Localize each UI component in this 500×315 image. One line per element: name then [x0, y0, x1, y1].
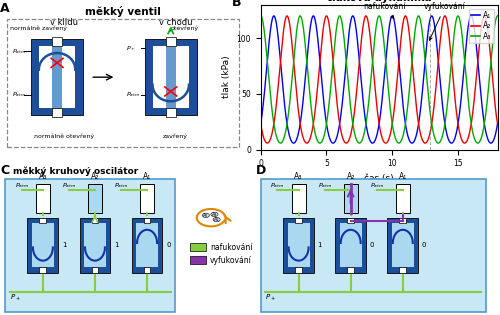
FancyBboxPatch shape [84, 223, 106, 267]
X-axis label: čas (s): čas (s) [364, 174, 394, 183]
FancyBboxPatch shape [336, 218, 366, 273]
Text: $P_{atm}$: $P_{atm}$ [126, 90, 140, 99]
FancyBboxPatch shape [292, 184, 306, 213]
Text: D: D [256, 164, 266, 177]
FancyBboxPatch shape [40, 218, 46, 223]
Text: A₂: A₂ [346, 173, 355, 181]
FancyBboxPatch shape [166, 37, 176, 46]
Text: nafukování: nafukování [210, 243, 252, 252]
Text: $P_{atm}$: $P_{atm}$ [114, 181, 128, 190]
FancyBboxPatch shape [52, 46, 62, 108]
Text: otevřený: otevřený [171, 25, 199, 31]
FancyBboxPatch shape [132, 218, 162, 273]
Text: A₁: A₁ [398, 173, 407, 181]
Text: $P_{atm}$: $P_{atm}$ [370, 181, 384, 190]
FancyBboxPatch shape [283, 218, 314, 273]
Text: $P_{atm}$: $P_{atm}$ [318, 181, 332, 190]
Text: 1: 1 [318, 242, 322, 248]
FancyBboxPatch shape [392, 223, 414, 267]
FancyBboxPatch shape [140, 184, 154, 213]
Text: měkký kruhový oscilátor: měkký kruhový oscilátor [14, 167, 138, 176]
FancyBboxPatch shape [190, 243, 206, 251]
FancyBboxPatch shape [152, 46, 189, 108]
Text: B: B [232, 0, 242, 9]
FancyBboxPatch shape [28, 218, 58, 273]
Text: vyfukování: vyfukování [210, 256, 252, 265]
Circle shape [213, 217, 220, 222]
FancyBboxPatch shape [166, 108, 176, 117]
Text: A₂: A₂ [204, 213, 208, 218]
Text: C: C [0, 164, 10, 177]
FancyBboxPatch shape [144, 218, 150, 223]
Text: $P_+$: $P_+$ [126, 44, 136, 53]
FancyBboxPatch shape [32, 223, 54, 267]
FancyBboxPatch shape [260, 179, 486, 312]
Text: 1: 1 [114, 242, 118, 248]
FancyBboxPatch shape [348, 267, 354, 273]
Text: 0: 0 [166, 242, 170, 248]
Text: A: A [0, 2, 10, 15]
FancyBboxPatch shape [52, 108, 62, 117]
FancyBboxPatch shape [144, 39, 197, 115]
FancyBboxPatch shape [31, 39, 83, 115]
FancyBboxPatch shape [340, 223, 362, 267]
Text: A₃: A₃ [294, 173, 303, 181]
Legend: A₁, A₂, A₃: A₁, A₂, A₃ [468, 9, 493, 43]
FancyBboxPatch shape [80, 218, 110, 273]
FancyBboxPatch shape [136, 223, 158, 267]
FancyBboxPatch shape [344, 184, 358, 213]
Text: v chodu: v chodu [158, 18, 192, 27]
Text: $P_+$: $P_+$ [266, 293, 276, 303]
Y-axis label: tlak (kPa): tlak (kPa) [222, 56, 231, 99]
Text: $P_{atm}$: $P_{atm}$ [62, 181, 76, 190]
FancyBboxPatch shape [5, 179, 175, 312]
FancyBboxPatch shape [88, 184, 102, 213]
FancyBboxPatch shape [295, 267, 302, 273]
Text: $P_{atm}$: $P_{atm}$ [12, 47, 26, 55]
FancyBboxPatch shape [400, 267, 406, 273]
Text: normálně zavřený: normálně zavřený [10, 25, 66, 31]
Text: A₃: A₃ [38, 173, 47, 181]
FancyBboxPatch shape [166, 46, 176, 108]
Text: vyfukování: vyfukování [424, 3, 466, 40]
Text: A₁: A₁ [143, 173, 151, 181]
FancyBboxPatch shape [92, 218, 98, 223]
FancyBboxPatch shape [52, 37, 62, 46]
Text: 0: 0 [370, 242, 374, 248]
FancyBboxPatch shape [92, 267, 98, 273]
FancyBboxPatch shape [396, 184, 410, 213]
Circle shape [211, 212, 218, 217]
FancyBboxPatch shape [288, 223, 310, 267]
FancyBboxPatch shape [348, 218, 354, 223]
Title: tlaková dynamika: tlaková dynamika [327, 0, 432, 3]
FancyBboxPatch shape [400, 218, 406, 223]
FancyBboxPatch shape [388, 218, 418, 273]
Circle shape [202, 213, 209, 218]
FancyBboxPatch shape [190, 256, 206, 264]
FancyBboxPatch shape [39, 46, 76, 108]
Text: $P_+$: $P_+$ [10, 293, 20, 303]
Text: A₂: A₂ [91, 173, 99, 181]
Text: $P_{atm}$: $P_{atm}$ [12, 90, 26, 99]
FancyBboxPatch shape [144, 267, 150, 273]
Text: nafukování: nafukování [364, 3, 406, 18]
Text: normálně otevřený: normálně otevřený [34, 134, 94, 140]
Text: 1: 1 [62, 242, 66, 248]
Text: 0: 0 [422, 242, 426, 248]
Text: A₃: A₃ [212, 212, 217, 217]
FancyBboxPatch shape [36, 184, 50, 213]
Text: v klidu: v klidu [50, 18, 78, 27]
Text: $P_{atm}$: $P_{atm}$ [14, 181, 28, 190]
Text: zavřený: zavřený [163, 134, 188, 140]
Text: $P_{atm}$: $P_{atm}$ [270, 181, 284, 190]
Text: měkký ventil: měkký ventil [86, 6, 162, 17]
FancyBboxPatch shape [40, 267, 46, 273]
Text: A₁: A₁ [214, 217, 219, 222]
FancyBboxPatch shape [295, 218, 302, 223]
